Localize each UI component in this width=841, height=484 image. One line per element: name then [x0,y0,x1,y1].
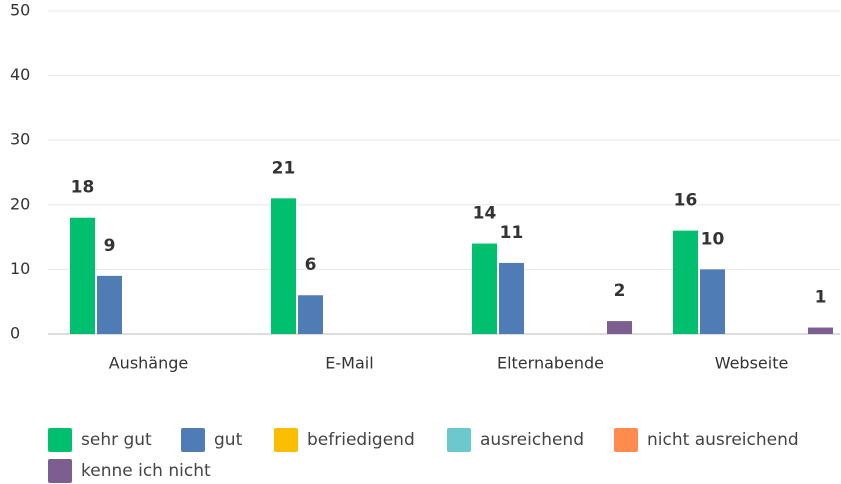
value-label: 10 [701,229,725,249]
value-label: 14 [473,204,497,224]
value-label: 11 [500,223,524,243]
legend-swatch [274,428,298,452]
y-tick-label: 20 [10,194,30,213]
legend-swatch [447,428,471,452]
bar [808,327,833,334]
value-label: 1 [815,288,827,308]
legend-label: kenne ich nicht [81,461,211,481]
bar [499,262,524,334]
legend-label: ausreichend [480,430,584,450]
x-tick-label: E-Mail [325,354,373,373]
legend-label: befriedigend [307,430,415,450]
x-tick-label: Webseite [715,354,789,373]
legend-swatch [48,459,72,483]
x-tick-label: Aushänge [109,354,189,373]
legend-swatch [48,428,72,452]
bar [70,217,95,334]
bar [472,243,497,334]
bar [673,230,698,334]
legend-label: gut [214,430,243,450]
value-label: 2 [614,281,626,301]
value-label: 6 [305,255,317,275]
bar [271,198,296,334]
legend-label: nicht ausreichend [647,430,799,450]
y-tick-label: 0 [10,324,20,343]
bar [298,295,323,334]
value-label: 18 [71,178,95,198]
value-label: 9 [104,236,116,256]
y-tick-label: 30 [10,130,30,149]
legend-swatch [614,428,638,452]
legend-swatch [181,428,205,452]
bar [700,269,725,334]
value-label: 16 [674,191,698,211]
bar [607,321,632,334]
x-tick-label: Elternabende [497,354,604,373]
y-tick-label: 50 [10,1,30,20]
bar [97,275,122,334]
value-label: 21 [272,158,296,178]
y-tick-label: 10 [10,259,30,278]
legend-label: sehr gut [81,430,152,450]
y-tick-label: 40 [10,65,30,84]
